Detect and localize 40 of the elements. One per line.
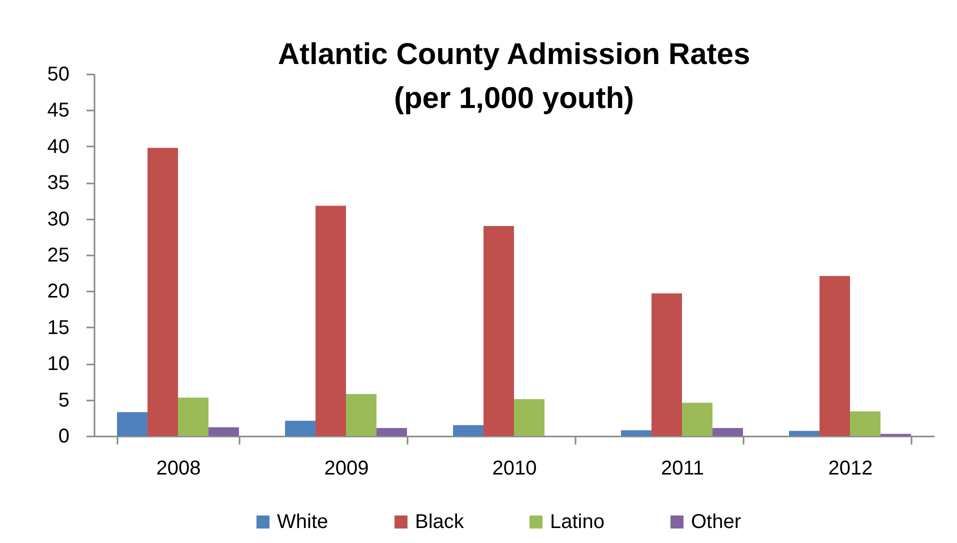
y-tick-label: 45 xyxy=(47,100,70,122)
x-tick-label: 2012 xyxy=(828,458,873,480)
bar xyxy=(514,399,544,436)
y-tick-label: 50 xyxy=(47,64,70,86)
y-tick-label: 10 xyxy=(47,353,70,376)
x-tick-label: 2009 xyxy=(324,458,369,480)
bar xyxy=(285,420,316,436)
bar xyxy=(453,425,484,436)
bar xyxy=(850,411,880,436)
y-tick-label: 25 xyxy=(47,244,70,266)
bar xyxy=(316,206,346,436)
x-tick-label: 2010 xyxy=(492,458,537,480)
y-tick-label: 35 xyxy=(47,172,70,194)
chart-subtitle: (per 1,000 youth) xyxy=(394,82,634,115)
y-tick-label: 30 xyxy=(47,208,70,230)
y-tick-label: 5 xyxy=(58,389,70,412)
y-tick-label: 0 xyxy=(58,426,70,448)
x-tick-label: 2011 xyxy=(660,458,704,480)
bar xyxy=(376,428,407,436)
bar xyxy=(117,412,148,436)
bar xyxy=(820,276,850,436)
y-tick-label: 20 xyxy=(47,280,70,303)
chart-title: Atlantic County Admission Rates xyxy=(278,38,750,71)
bar xyxy=(682,402,712,436)
legend-label: Latino xyxy=(550,511,604,533)
bar xyxy=(178,398,208,436)
bar xyxy=(208,427,239,436)
y-tick-label: 15 xyxy=(47,316,70,339)
legend-label: White xyxy=(277,511,328,533)
legend-label: Black xyxy=(415,511,465,533)
bar xyxy=(484,226,514,436)
bar xyxy=(652,293,682,436)
bar xyxy=(712,428,743,436)
legend-label: Other xyxy=(691,511,742,533)
bar xyxy=(789,430,820,436)
y-tick-label: 40 xyxy=(47,136,70,158)
x-tick-label: 2008 xyxy=(156,458,201,480)
bar xyxy=(346,394,376,436)
bar xyxy=(621,430,652,436)
bar xyxy=(148,148,178,436)
